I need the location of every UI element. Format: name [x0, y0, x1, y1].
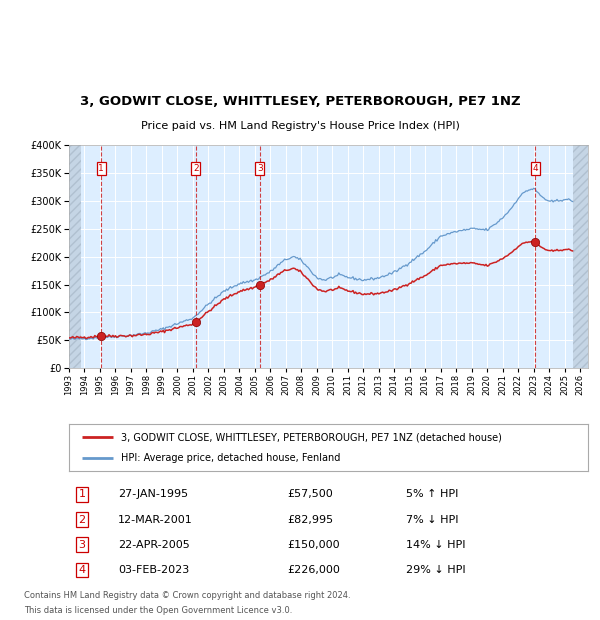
Text: £226,000: £226,000 — [287, 565, 340, 575]
Text: 2: 2 — [193, 164, 199, 173]
Text: 12-MAR-2001: 12-MAR-2001 — [118, 515, 193, 525]
Text: Price paid vs. HM Land Registry's House Price Index (HPI): Price paid vs. HM Land Registry's House … — [140, 121, 460, 131]
Bar — [69, 145, 80, 368]
Text: 3, GODWIT CLOSE, WHITTLESEY, PETERBOROUGH, PE7 1NZ (detached house): 3, GODWIT CLOSE, WHITTLESEY, PETERBOROUG… — [121, 432, 502, 442]
Text: 2: 2 — [79, 515, 86, 525]
Text: 3: 3 — [257, 164, 263, 173]
Text: HPI: Average price, detached house, Fenland: HPI: Average price, detached house, Fenl… — [121, 453, 340, 463]
Text: £57,500: £57,500 — [287, 489, 333, 499]
Text: 3, GODWIT CLOSE, WHITTLESEY, PETERBOROUGH, PE7 1NZ: 3, GODWIT CLOSE, WHITTLESEY, PETERBOROUG… — [80, 95, 520, 108]
Text: Contains HM Land Registry data © Crown copyright and database right 2024.: Contains HM Land Registry data © Crown c… — [24, 591, 350, 601]
Text: 22-APR-2005: 22-APR-2005 — [118, 540, 190, 550]
Text: This data is licensed under the Open Government Licence v3.0.: This data is licensed under the Open Gov… — [24, 606, 292, 615]
Text: 3: 3 — [79, 540, 85, 550]
Text: 27-JAN-1995: 27-JAN-1995 — [118, 489, 188, 499]
Text: 5% ↑ HPI: 5% ↑ HPI — [406, 489, 459, 499]
Text: 4: 4 — [532, 164, 538, 173]
Text: £150,000: £150,000 — [287, 540, 340, 550]
Text: 14% ↓ HPI: 14% ↓ HPI — [406, 540, 466, 550]
Text: 1: 1 — [98, 164, 104, 173]
Text: 03-FEB-2023: 03-FEB-2023 — [118, 565, 190, 575]
Text: 1: 1 — [79, 489, 85, 499]
Bar — [572, 145, 588, 368]
Text: 7% ↓ HPI: 7% ↓ HPI — [406, 515, 459, 525]
Text: £82,995: £82,995 — [287, 515, 333, 525]
Text: 4: 4 — [79, 565, 86, 575]
Text: 29% ↓ HPI: 29% ↓ HPI — [406, 565, 466, 575]
